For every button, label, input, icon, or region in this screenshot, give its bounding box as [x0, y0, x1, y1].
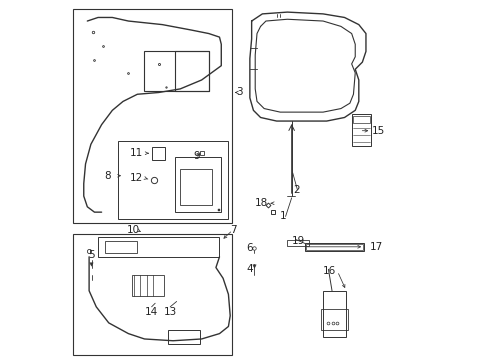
Bar [287, 240, 308, 246]
Text: 16: 16 [322, 266, 335, 276]
Bar [305, 243, 364, 251]
Bar [132, 275, 164, 296]
Bar [321, 309, 347, 330]
Bar [73, 234, 231, 355]
Text: 8: 8 [104, 171, 111, 181]
Bar [323, 291, 346, 337]
Text: 10: 10 [126, 225, 139, 235]
Text: 5: 5 [88, 250, 95, 260]
Bar [73, 9, 231, 223]
Text: 2: 2 [292, 185, 299, 195]
Text: 19: 19 [291, 236, 304, 246]
Text: 12: 12 [130, 173, 143, 183]
Text: 17: 17 [369, 242, 383, 252]
Bar [144, 51, 208, 91]
Text: 11: 11 [130, 148, 143, 158]
Text: 3: 3 [235, 87, 242, 98]
Bar [175, 51, 208, 91]
Text: 18: 18 [255, 198, 268, 208]
Bar [151, 147, 165, 160]
Text: 6: 6 [245, 243, 252, 253]
Bar [167, 330, 200, 344]
Text: 15: 15 [371, 126, 384, 136]
Bar [105, 241, 137, 253]
Bar [180, 169, 212, 205]
Text: 13: 13 [163, 307, 177, 317]
Bar [351, 114, 370, 146]
Bar [175, 157, 221, 212]
Bar [98, 237, 219, 257]
Bar [305, 244, 362, 249]
Text: 4: 4 [246, 264, 253, 274]
Bar [118, 141, 228, 219]
Bar [352, 116, 369, 123]
Text: 14: 14 [145, 307, 158, 317]
Text: 7: 7 [229, 225, 236, 235]
Text: 1: 1 [279, 211, 286, 221]
Text: 9: 9 [193, 151, 199, 161]
